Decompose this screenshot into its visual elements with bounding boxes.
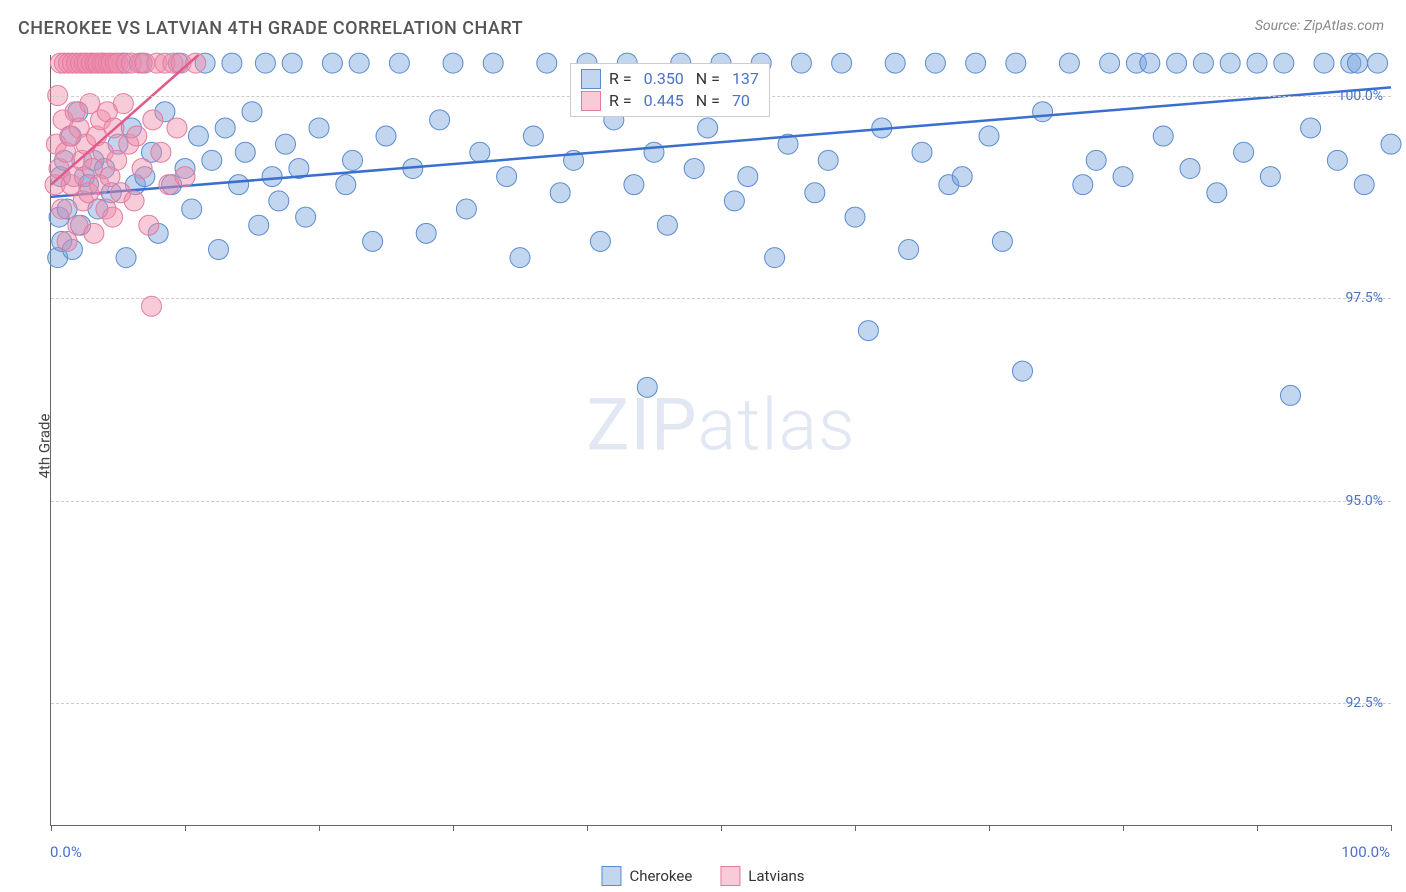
stat-label: N =: [692, 90, 720, 112]
stat-label: R =: [609, 90, 632, 112]
chart-title: CHEROKEE VS LATVIAN 4TH GRADE CORRELATIO…: [18, 18, 523, 39]
y-tick-label: 97.5%: [1345, 290, 1383, 306]
legend-label: Cherokee: [629, 867, 692, 885]
y-tick-label: 100.0%: [1338, 88, 1383, 104]
x-axis-max-label: 100.0%: [1341, 843, 1390, 861]
legend-item-cherokee: Cherokee: [601, 866, 692, 886]
stats-legend: R = 0.350 N = 137 R = 0.445 N = 70: [570, 63, 770, 117]
source-label: Source: ZipAtlas.com: [1255, 18, 1384, 34]
stat-r-value: 0.350: [644, 68, 684, 90]
stat-n-value: 137: [732, 68, 759, 90]
y-tick-label: 92.5%: [1345, 695, 1383, 711]
legend-swatch-icon: [601, 866, 621, 886]
plot-area: ZIPatlas 92.5%95.0%97.5%100.0%: [50, 55, 1391, 826]
stats-row: R = 0.350 N = 137: [581, 68, 759, 90]
scatter-svg: [51, 55, 1391, 825]
legend-label: Latvians: [748, 867, 804, 885]
stat-label: N =: [692, 68, 720, 90]
legend-swatch-icon: [720, 866, 740, 886]
stat-r-value: 0.445: [644, 90, 684, 112]
legend-swatch-icon: [581, 69, 601, 89]
legend-swatch-icon: [581, 91, 601, 111]
legend-bottom: Cherokee Latvians: [601, 866, 804, 886]
chart-container: CHEROKEE VS LATVIAN 4TH GRADE CORRELATIO…: [0, 0, 1406, 892]
y-tick-label: 95.0%: [1345, 493, 1383, 509]
stats-row: R = 0.445 N = 70: [581, 90, 759, 112]
x-axis-min-label: 0.0%: [50, 843, 82, 861]
stat-n-value: 70: [732, 90, 750, 112]
legend-item-latvians: Latvians: [720, 866, 804, 886]
stat-label: R =: [609, 68, 632, 90]
